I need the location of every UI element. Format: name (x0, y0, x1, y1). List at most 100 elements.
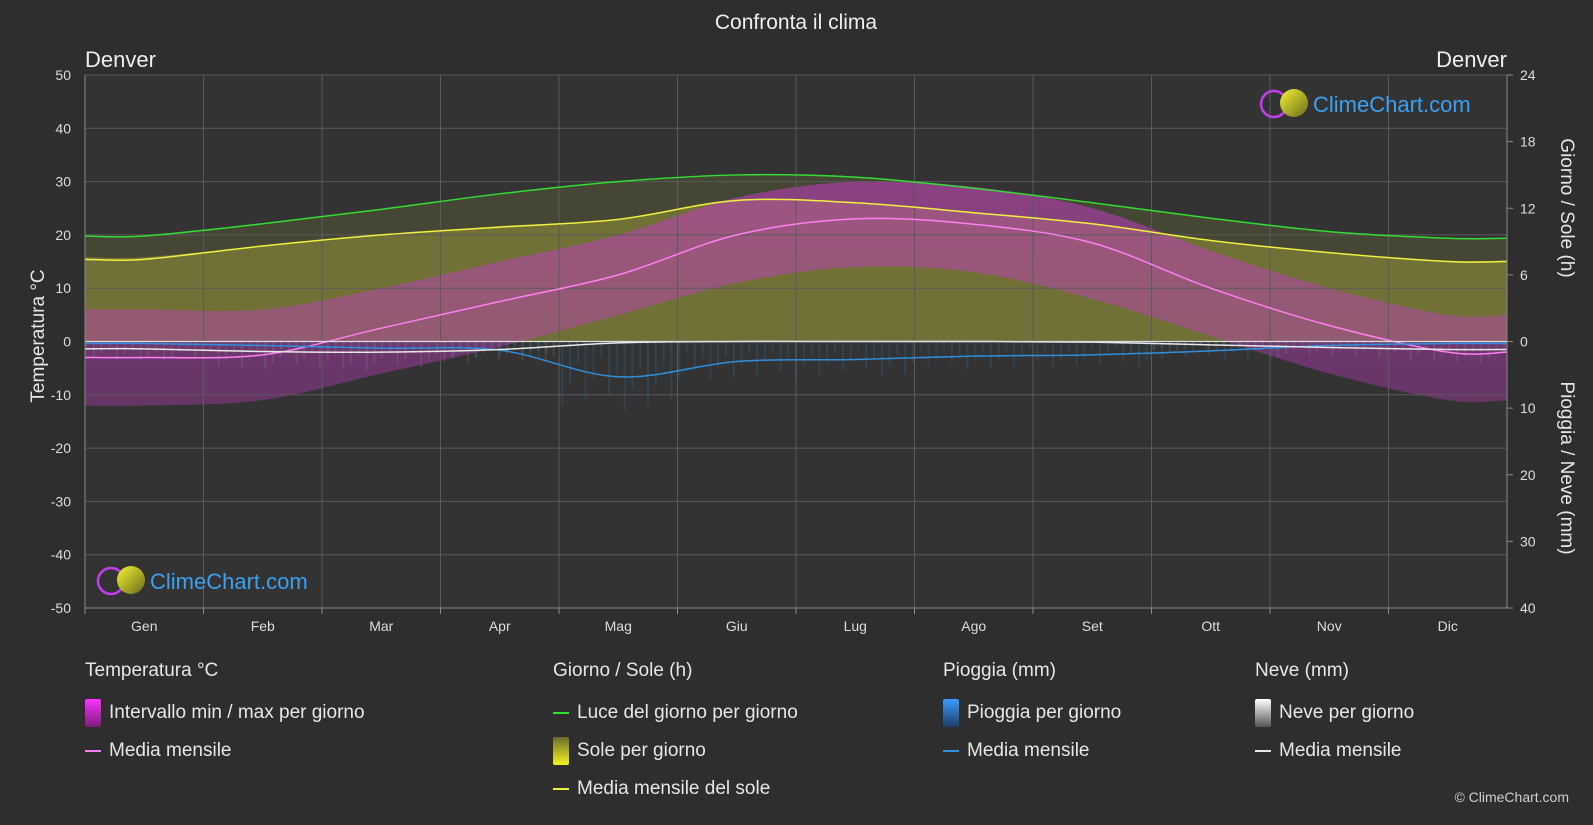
y-right-top-tick-label: 0 (1520, 334, 1528, 350)
rain-bar (397, 341, 400, 350)
snow-bar (482, 341, 485, 354)
snow-bar (209, 341, 212, 352)
snow-bar (240, 341, 243, 367)
rain-bar (1036, 341, 1039, 362)
snow-bar (404, 341, 407, 360)
snow-bar (334, 341, 337, 355)
legend-temperature-title: Temperatura °C (85, 660, 219, 681)
legend-item-sun-mean: Media mensile del sole (553, 770, 798, 808)
rain-bar (1246, 341, 1249, 359)
x-tick-label: Nov (1317, 618, 1342, 634)
rain-bar (187, 341, 190, 344)
snow-bar (178, 341, 181, 353)
snow-bar (85, 341, 87, 349)
rain-bar (1309, 341, 1312, 350)
rain-bar (195, 341, 198, 346)
copyright: © ClimeChart.com (1454, 789, 1569, 805)
y-left-tick-label: 10 (55, 280, 71, 296)
rain-bar (927, 341, 930, 366)
rain-bar (413, 341, 416, 353)
rain-bar (709, 341, 712, 381)
legend-snow-title: Neve (mm) (1255, 660, 1349, 681)
y-left-tick-label: -40 (51, 547, 71, 563)
rain-bar (810, 341, 813, 355)
snow-bar (490, 341, 493, 349)
rain-bar (1005, 341, 1008, 351)
rain-bar (296, 341, 299, 345)
snow-bar (396, 341, 399, 366)
y-right-bottom-tick-label: 20 (1520, 467, 1536, 483)
snow-bar (1378, 341, 1381, 358)
snow-bar (279, 341, 282, 357)
y-left-tick-label: -30 (51, 493, 71, 509)
rain-bar (1192, 341, 1195, 352)
brand-logo-bottom: ClimeChart.com (96, 566, 308, 596)
rain-bar (654, 341, 657, 384)
legend-item-rain: Pioggia per giorno (943, 694, 1121, 732)
rain-mean-swatch (943, 750, 959, 752)
snow-bar (108, 341, 111, 350)
rain-bar (1052, 341, 1055, 368)
rain-bar (358, 341, 361, 348)
snow-bar (583, 341, 586, 344)
rain-bar (1270, 341, 1273, 357)
x-tick-label: Set (1082, 618, 1103, 634)
rain-bar (1449, 341, 1452, 344)
snow-bar (451, 341, 454, 358)
legend-temp-mean-label: Media mensile (109, 740, 232, 761)
rain-bar (670, 341, 673, 400)
rain-bar (865, 341, 868, 369)
snow-bar (669, 341, 672, 346)
snow-bar (529, 341, 532, 356)
y-axis-left-label: Temperatura °C (28, 269, 49, 402)
rain-bar (958, 341, 961, 355)
rain-bar (919, 341, 922, 351)
rain-bar (849, 341, 852, 361)
rain-bar (787, 341, 790, 360)
legend-temp-range-label: Intervallo min / max per giorno (109, 702, 365, 723)
legend-item-temp-mean: Media mensile (85, 732, 365, 770)
rain-bar (1208, 341, 1211, 356)
snow-bar (575, 341, 578, 345)
rain-bar (304, 341, 307, 349)
x-tick-label: Lug (844, 618, 867, 634)
rain-bar (623, 341, 626, 411)
rain-bar (1106, 341, 1109, 356)
rain-bar (1153, 341, 1156, 349)
snow-bar (116, 341, 119, 360)
rain-bar (989, 341, 992, 368)
rain-swatch (943, 699, 959, 727)
rain-bar (1114, 341, 1117, 348)
snow-bar (295, 341, 298, 364)
y-left-tick-label: 40 (55, 120, 71, 136)
snow-bar (1456, 341, 1459, 362)
rain-bar (1363, 341, 1366, 346)
legend-snow-mean-label: Media mensile (1279, 740, 1402, 761)
rain-bar (530, 341, 533, 350)
snow-bar (139, 341, 142, 361)
daylight-line (84, 173, 1508, 240)
brand-text-bottom: ClimeChart.com (150, 569, 308, 594)
snow-bar (1300, 341, 1303, 347)
rain-bar (608, 341, 611, 395)
rain-bar (569, 341, 572, 384)
y-left-tick-label: -50 (51, 600, 71, 616)
y-right-top-tick-label: 12 (1520, 200, 1536, 216)
rain-bar (1145, 341, 1148, 360)
snow-bar (1222, 341, 1225, 345)
rain-bar (1324, 341, 1327, 345)
rain-bar (249, 341, 252, 346)
rain-bar (1410, 341, 1413, 343)
snow-bar (521, 341, 524, 361)
rain-bar (421, 341, 424, 349)
snow-bar (256, 341, 259, 355)
rain-bar (678, 341, 681, 379)
plot-area: 50 40 30 20 10 0 -10 -20 -30 -40 -50 24 18 12 6 0 10 20 30… (51, 67, 1536, 634)
temp-mean-swatch (85, 750, 101, 752)
rain-bar (1293, 341, 1296, 348)
snow-bar (217, 341, 220, 366)
snow-bar (365, 341, 368, 371)
rain-bar (428, 341, 431, 345)
rain-bar (498, 341, 501, 356)
